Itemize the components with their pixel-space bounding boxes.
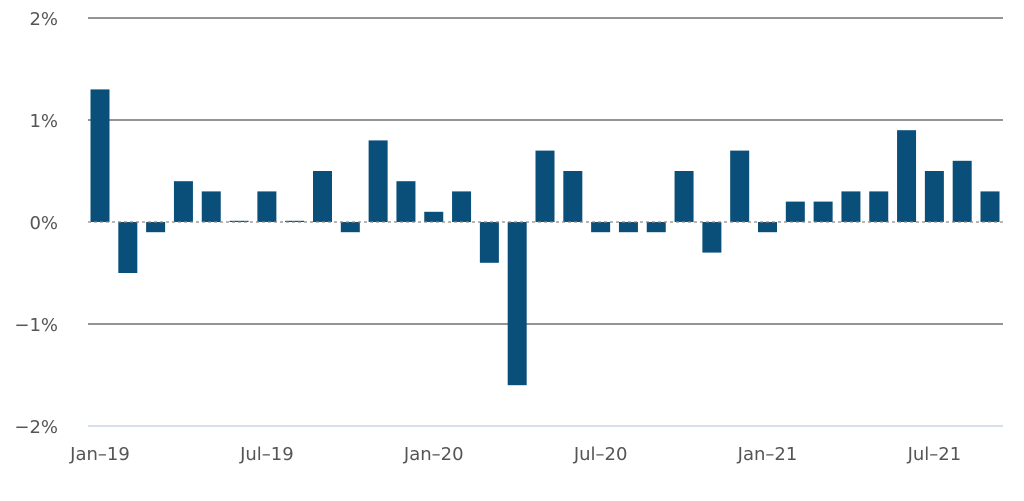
- bar-jun-20: [563, 171, 583, 222]
- y-tick-label: −1%: [14, 315, 58, 336]
- y-tick-label: 0%: [29, 213, 58, 234]
- bar-feb-21: [785, 201, 805, 222]
- bar-jul-20: [591, 222, 611, 233]
- x-tick-label: Jan–21: [737, 444, 798, 465]
- bar-jan-19: [90, 89, 110, 223]
- bars: [90, 89, 1000, 386]
- bar-apr-19: [173, 181, 193, 222]
- y-tick-label: −2%: [14, 417, 58, 438]
- bar-may-20: [535, 150, 555, 222]
- bar-mar-21: [813, 201, 833, 222]
- bar-apr-20: [507, 222, 527, 386]
- bar-aug-21: [952, 160, 972, 222]
- gridlines: [88, 17, 1003, 427]
- bar-sep-21: [980, 191, 1000, 222]
- y-tick-label: 2%: [29, 9, 58, 30]
- bar-jul-21: [924, 171, 944, 222]
- bar-may-21: [869, 191, 889, 222]
- bar-aug-20: [618, 222, 638, 233]
- x-tick-label: Jul–20: [573, 444, 628, 465]
- bar-mar-20: [479, 222, 499, 263]
- bar-nov-20: [702, 222, 722, 253]
- bar-sep-20: [646, 222, 666, 233]
- x-tick-label: Jul–19: [239, 444, 294, 465]
- bar-feb-20: [452, 191, 472, 222]
- bar-may-19: [201, 191, 221, 222]
- bar-mar-19: [146, 222, 166, 233]
- bar-jan-21: [758, 222, 777, 233]
- x-tick-label: Jul–21: [907, 444, 962, 465]
- bar-feb-19: [118, 222, 138, 273]
- bar-sep-19: [313, 171, 332, 222]
- bar-dec-19: [396, 181, 416, 222]
- x-tick-label: Jan–20: [403, 444, 464, 465]
- x-tick-label: Jan–19: [69, 444, 130, 465]
- bar-dec-20: [730, 150, 750, 222]
- bar-jan-20: [424, 211, 444, 222]
- bar-oct-19: [340, 222, 360, 233]
- bar-apr-21: [841, 191, 861, 222]
- bar-jul-19: [257, 191, 277, 222]
- bar-oct-20: [674, 171, 694, 222]
- x-axis-tick-labels: Jan–19 Jul–19 Jan–20 Jul–20 Jan–21 Jul–21: [69, 444, 961, 465]
- bar-nov-19: [368, 140, 388, 222]
- y-tick-label: 1%: [29, 111, 58, 132]
- y-axis-tick-labels: 2% 1% 0% −1% −2%: [14, 9, 58, 438]
- bar-jun-21: [897, 130, 917, 222]
